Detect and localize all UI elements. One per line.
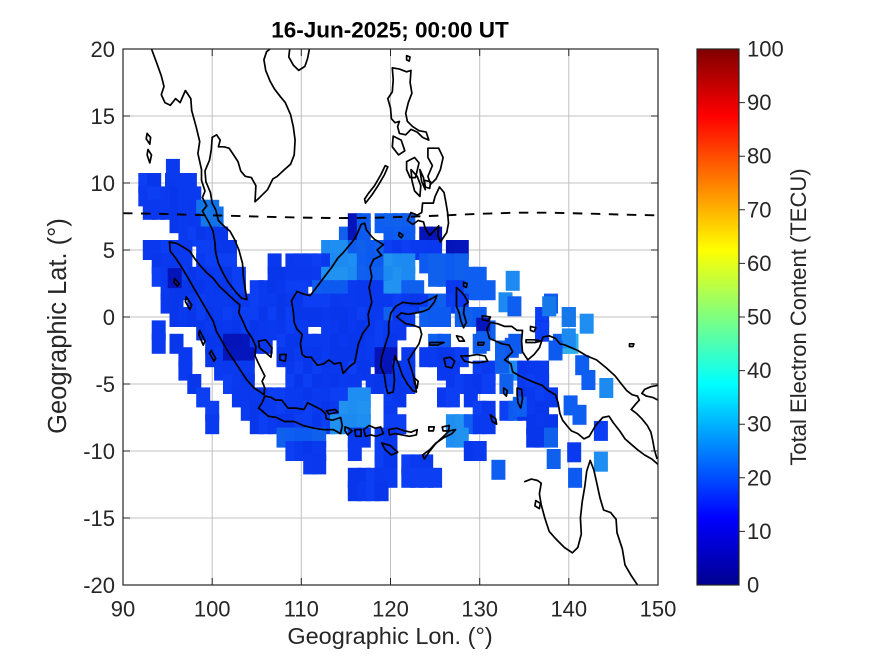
svg-text:130: 130 — [461, 597, 498, 622]
svg-text:10: 10 — [91, 171, 115, 196]
svg-text:-15: -15 — [83, 506, 115, 531]
svg-text:140: 140 — [550, 597, 587, 622]
svg-text:100: 100 — [194, 597, 231, 622]
svg-text:80: 80 — [747, 144, 771, 169]
svg-text:110: 110 — [284, 597, 319, 622]
svg-text:100: 100 — [747, 37, 784, 62]
svg-text:120: 120 — [372, 597, 409, 622]
svg-text:-10: -10 — [83, 439, 115, 464]
svg-text:20: 20 — [747, 465, 771, 490]
svg-text:Total Electron Content (TECU): Total Electron Content (TECU) — [786, 168, 811, 465]
svg-text:150: 150 — [640, 597, 677, 622]
svg-text:Geographic Lat. (°): Geographic Lat. (°) — [44, 218, 72, 434]
svg-text:16-Jun-2025; 00:00 UT: 16-Jun-2025; 00:00 UT — [271, 18, 509, 43]
svg-text:40: 40 — [747, 358, 771, 383]
svg-text:50: 50 — [747, 305, 771, 330]
svg-text:10: 10 — [747, 519, 771, 544]
svg-text:30: 30 — [747, 412, 771, 437]
svg-text:90: 90 — [747, 90, 771, 115]
svg-text:-20: -20 — [83, 573, 115, 598]
svg-text:0: 0 — [103, 305, 115, 330]
svg-text:60: 60 — [747, 251, 771, 276]
svg-text:70: 70 — [747, 197, 771, 222]
svg-text:90: 90 — [111, 597, 135, 622]
svg-text:20: 20 — [91, 37, 115, 62]
svg-text:Geographic Lon. (°): Geographic Lon. (°) — [287, 623, 492, 649]
svg-text:0: 0 — [747, 573, 759, 598]
svg-text:5: 5 — [103, 238, 115, 263]
svg-text:15: 15 — [91, 104, 115, 129]
svg-text:-5: -5 — [95, 372, 115, 397]
